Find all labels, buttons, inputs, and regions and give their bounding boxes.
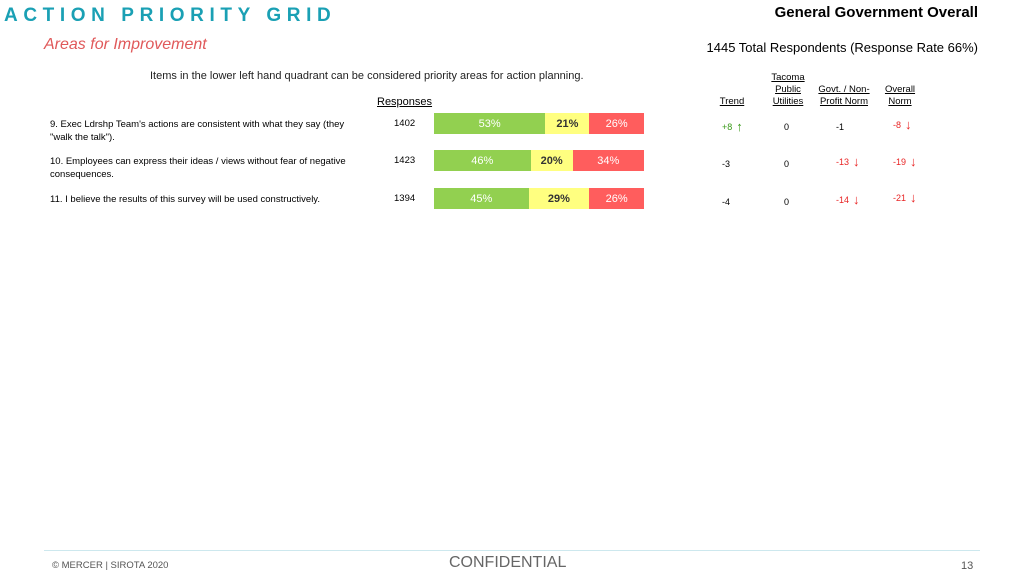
overall-norm-number: -21 (893, 193, 907, 203)
unfavorable-segment: 26% (589, 188, 644, 209)
question-row: 10. Employees can express their ideas / … (0, 150, 1024, 185)
response-count: 1423 (394, 155, 416, 166)
govt-norm-arrow-icon: ↓ (853, 192, 860, 207)
govt-norm-value: -13 ↓ (836, 154, 860, 169)
govt-norm-arrow-icon: ↓ (853, 154, 860, 169)
response-count: 1402 (394, 118, 416, 129)
overall-norm-value: -19 ↓ (893, 154, 917, 169)
overall-norm-value: -8 ↓ (893, 117, 912, 132)
stacked-bar: 53% 21% 26% (434, 113, 644, 134)
overall-norm-number: -19 (893, 157, 907, 167)
govt-norm-number: -14 (836, 195, 850, 205)
favorable-segment: 53% (434, 113, 546, 134)
column-header-trend: Trend (719, 96, 745, 107)
column-header-govt-line: Profit Norm (819, 96, 869, 107)
page-number: 13 (961, 560, 974, 572)
neutral-segment: 21% (545, 113, 590, 134)
stacked-bar: 46% 20% 34% (434, 150, 644, 171)
tpu-number: 0 (784, 159, 790, 169)
govt-norm-number: -1 (836, 122, 845, 132)
column-header-overall-line: Overall (884, 84, 916, 95)
favorable-segment: 45% (434, 188, 529, 209)
tpu-value: 0 (784, 197, 793, 207)
question-text: 9. Exec Ldrshp Team's actions are consis… (50, 119, 345, 143)
column-header-overall-norm: Overall Norm (880, 84, 920, 108)
column-header-tacoma-line: Utilities (772, 96, 804, 107)
page-subtitle: Areas for Improvement (44, 36, 207, 53)
overall-norm-value: -21 ↓ (893, 190, 917, 205)
respondent-count: 1445 Total Respondents (Response Rate 66… (706, 40, 979, 55)
tpu-number: 0 (784, 197, 790, 207)
tpu-value: 0 (784, 159, 793, 169)
trend-number: +8 (722, 122, 733, 132)
question-row: 9. Exec Ldrshp Team's actions are consis… (0, 113, 1024, 148)
favorable-segment: 46% (434, 150, 531, 171)
trend-value: -3 (722, 159, 734, 169)
neutral-segment: 29% (528, 188, 590, 209)
trend-arrow-icon: ↑ (736, 119, 743, 134)
copyright-text: © MERCER | SIROTA 2020 (52, 560, 169, 571)
overall-norm-number: -8 (893, 120, 902, 130)
column-header-overall-line: Norm (888, 96, 912, 107)
trend-number: -4 (722, 197, 731, 207)
stacked-bar: 45% 29% 26% (434, 188, 644, 209)
question-row: 11. I believe the results of this survey… (0, 188, 1024, 223)
organization-name: General Government Overall (774, 4, 978, 21)
column-header-responses: Responses (377, 96, 433, 108)
govt-norm-value: -1 (836, 122, 848, 132)
instruction-text: Items in the lower left hand quadrant ca… (150, 70, 584, 82)
trend-value: +8 ↑ (722, 119, 743, 134)
column-header-tacoma-line: Tacoma (771, 72, 805, 83)
govt-norm-value: -14 ↓ (836, 192, 860, 207)
tpu-value: 0 (784, 122, 793, 132)
overall-norm-arrow-icon: ↓ (910, 190, 917, 205)
column-header-govt-line: Govt. / Non- (818, 84, 870, 95)
unfavorable-segment: 26% (589, 113, 644, 134)
page-title: ACTION PRIORITY GRID (4, 5, 337, 26)
overall-norm-arrow-icon: ↓ (905, 117, 912, 132)
question-text: 11. I believe the results of this survey… (50, 194, 320, 205)
question-text: 10. Employees can express their ideas / … (50, 156, 346, 180)
footer-divider (44, 550, 980, 551)
overall-norm-arrow-icon: ↓ (910, 154, 917, 169)
column-header-tacoma-line: Public (775, 84, 801, 95)
trend-value: -4 (722, 197, 734, 207)
neutral-segment: 20% (530, 150, 573, 171)
trend-number: -3 (722, 159, 731, 169)
response-count: 1394 (394, 193, 416, 204)
column-header-govt-norm: Govt. / Non- Profit Norm (812, 84, 876, 108)
unfavorable-segment: 34% (572, 150, 644, 171)
confidential-label: CONFIDENTIAL (449, 554, 567, 571)
column-header-tacoma: Tacoma Public Utilities (766, 72, 810, 108)
govt-norm-number: -13 (836, 157, 850, 167)
tpu-number: 0 (784, 122, 790, 132)
